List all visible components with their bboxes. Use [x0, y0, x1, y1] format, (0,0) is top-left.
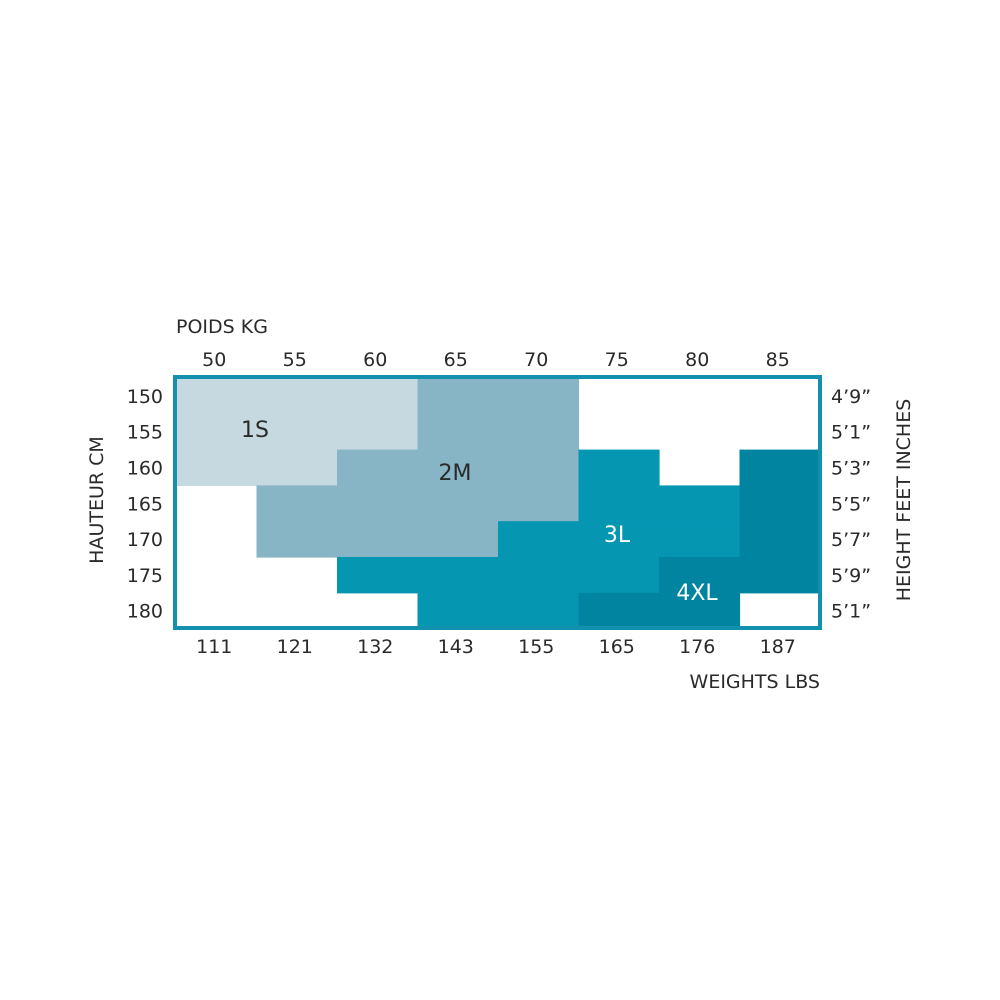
- x-bottom-tick-label: 176: [679, 636, 715, 658]
- cell-2M: [417, 449, 499, 486]
- x-bottom-tick-label: 121: [277, 636, 313, 658]
- x-bottom-tick-label: 143: [438, 636, 474, 658]
- cell-1S: [337, 413, 419, 451]
- cell-3L: [417, 592, 499, 630]
- cell-2M: [337, 449, 419, 486]
- cell-4XL: [659, 557, 741, 594]
- x-top-tick-label: 85: [766, 349, 790, 371]
- x-top-tick-label: 60: [363, 349, 387, 371]
- x-bottom-tick-label: 111: [196, 636, 232, 658]
- y-left-tick-label: 180: [127, 601, 163, 623]
- cell-3L: [578, 521, 660, 558]
- y-left-tick-label: 165: [127, 493, 163, 515]
- cell-2M: [417, 413, 499, 451]
- cell-4XL: [739, 449, 821, 486]
- cell-1S: [256, 378, 338, 415]
- y-right-tick-label: 5’7”: [831, 529, 871, 551]
- y-right-tick-label: 5’5”: [831, 493, 871, 515]
- cell-1S: [176, 413, 258, 451]
- cell-3L: [417, 557, 499, 594]
- size-label-4XL: 4XL: [676, 581, 718, 606]
- cell-3L: [337, 557, 419, 594]
- size-cells: [176, 378, 821, 630]
- cell-4XL: [578, 592, 660, 630]
- size-label-2M: 2M: [439, 461, 472, 486]
- cell-2M: [337, 485, 419, 522]
- y-right-tick-label: 4’9”: [831, 386, 871, 408]
- x-top-axis-title: POIDS KG: [176, 316, 268, 338]
- x-bottom-tick-label: 155: [518, 636, 554, 658]
- y-left-tick-label: 150: [127, 386, 163, 408]
- cell-1S: [256, 449, 338, 486]
- cell-2M: [256, 485, 338, 522]
- y-left-tick-label: 170: [127, 529, 163, 551]
- cell-2M: [498, 378, 580, 415]
- y-right-axis-title: HEIGHT FEET INCHES: [893, 399, 915, 602]
- x-top-tick-label: 75: [605, 349, 629, 371]
- cell-2M: [417, 378, 499, 415]
- x-top-tick-label: 80: [685, 349, 709, 371]
- cell-3L: [498, 592, 580, 630]
- cell-3L: [578, 485, 660, 522]
- y-left-tick-label: 160: [127, 458, 163, 480]
- y-right-tick-label: 5’9”: [831, 565, 871, 587]
- cell-3L: [659, 521, 741, 558]
- x-bottom-tick-label: 187: [760, 636, 796, 658]
- cell-4XL: [739, 521, 821, 558]
- x-bottom-tick-label: 165: [599, 636, 635, 658]
- y-left-tick-label: 155: [127, 422, 163, 444]
- x-bottom-axis-title: WEIGHTS LBS: [690, 671, 820, 693]
- x-bottom-tick-label: 132: [357, 636, 393, 658]
- cell-1S: [176, 449, 258, 486]
- y-left-tick-label: 175: [127, 565, 163, 587]
- x-top-tick-label: 55: [283, 349, 307, 371]
- cell-3L: [498, 557, 580, 594]
- cell-1S: [176, 378, 258, 415]
- cell-3L: [578, 449, 660, 486]
- x-top-tick-label: 70: [524, 349, 548, 371]
- cell-2M: [417, 521, 499, 558]
- cell-1S: [337, 378, 419, 415]
- x-top-tick-label: 50: [202, 349, 226, 371]
- y-right-tick-label: 5’1”: [831, 601, 871, 623]
- size-label-1S: 1S: [241, 418, 269, 443]
- cell-3L: [578, 557, 660, 594]
- cell-4XL: [659, 592, 741, 630]
- cell-1S: [256, 413, 338, 451]
- cell-3L: [498, 521, 580, 558]
- x-top-tick-label: 65: [444, 349, 468, 371]
- y-left-axis-title: HAUTEUR CM: [86, 436, 108, 564]
- y-right-tick-label: 5’3”: [831, 458, 871, 480]
- cell-2M: [498, 413, 580, 451]
- cell-3L: [659, 485, 741, 522]
- cell-4XL: [739, 557, 821, 594]
- cell-2M: [337, 521, 419, 558]
- cell-2M: [498, 449, 580, 486]
- y-right-tick-label: 5’1”: [831, 422, 871, 444]
- cell-4XL: [739, 485, 821, 522]
- size-label-3L: 3L: [604, 523, 631, 548]
- cell-2M: [417, 485, 499, 522]
- cell-2M: [256, 521, 338, 558]
- chart-border: [173, 375, 822, 630]
- cell-2M: [498, 485, 580, 522]
